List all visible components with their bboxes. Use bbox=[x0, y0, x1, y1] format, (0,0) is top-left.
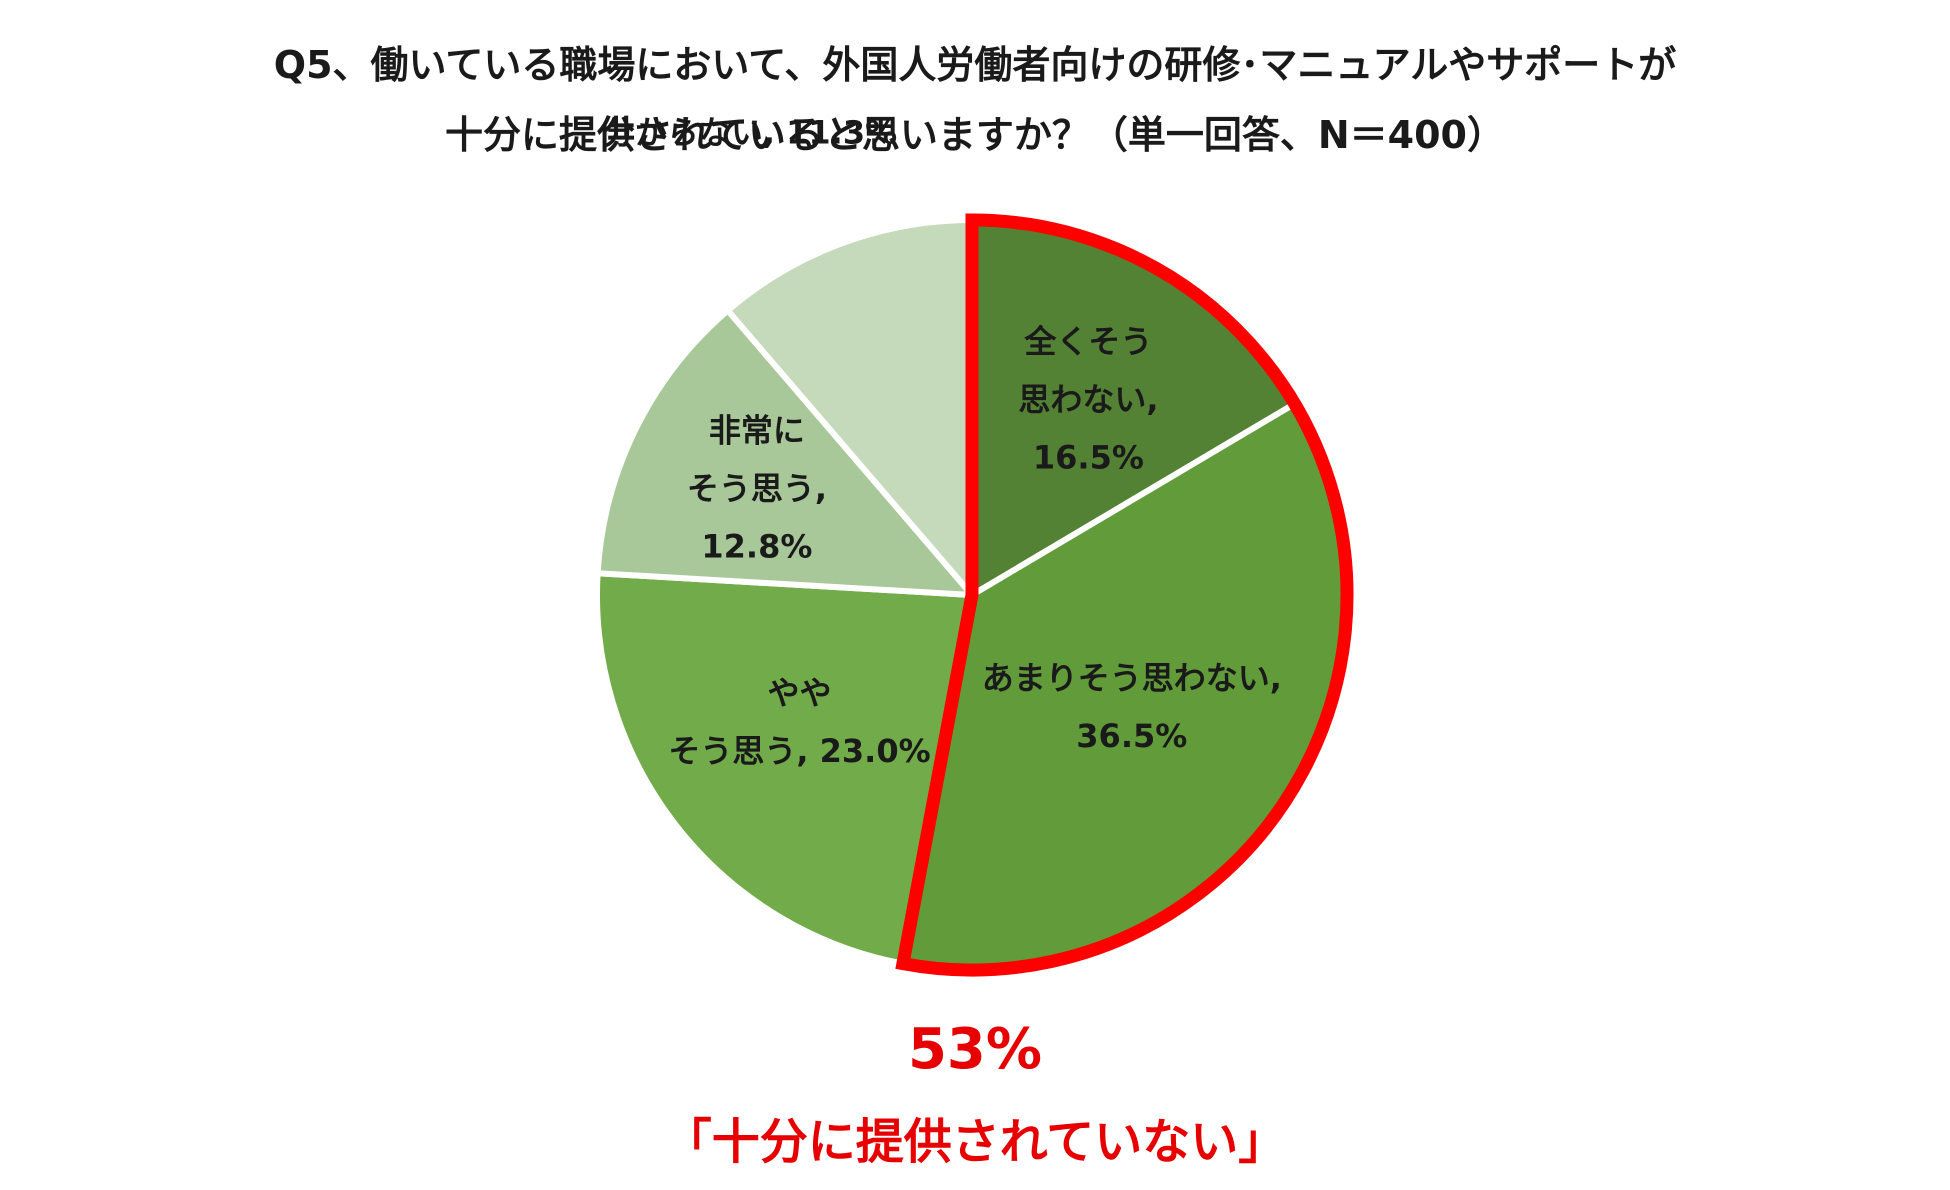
pie-slice-2 bbox=[594, 570, 975, 967]
highlight-caption: 「十分に提供されていない」 bbox=[664, 1114, 1287, 1170]
pie-slice-4 bbox=[724, 217, 975, 598]
slice-label-2-line-1: そう思う, 23.0% bbox=[668, 732, 930, 770]
chart-title: Q5、働いている職場において、外国人労働者向けの研修･マニュアルやサポートが 十… bbox=[274, 43, 1676, 157]
chart-title-line-2: 十分に提供されていると思いますか？（単一回答、N＝400） bbox=[445, 113, 1505, 157]
slice-label-1-line-0: あまりそう思わない, bbox=[982, 659, 1282, 697]
slice-label-3-line-0: 非常に bbox=[709, 412, 805, 450]
slice-label-4: 分からない, 11.3% bbox=[603, 114, 897, 152]
slice-label-0-line-0: 全くそう bbox=[1023, 323, 1152, 361]
slice-label-2-line-0: やや bbox=[767, 674, 831, 712]
highlight-value: 53% bbox=[908, 1017, 1042, 1082]
slice-labels: 全くそう思わない, 16.5% あまりそう思わない, 36.5% ややそう思う, 23.… bbox=[603, 114, 1282, 770]
slice-label-4-line-0: 分からない, 11.3% bbox=[603, 114, 897, 152]
slice-label-1-line-1: 36.5% bbox=[1076, 717, 1187, 755]
slice-label-1: あまりそう思わない, 36.5% bbox=[982, 659, 1282, 755]
slice-label-0-line-1: 思わない, bbox=[1018, 381, 1158, 419]
pie-slices bbox=[594, 217, 1350, 973]
slice-label-3: 非常にそう思う, 12.8% bbox=[687, 412, 827, 566]
slice-label-3-line-2: 12.8% bbox=[701, 528, 812, 566]
slice-label-3-line-1: そう思う, bbox=[687, 470, 827, 508]
highlight-outline-path bbox=[895, 213, 1354, 977]
pie-slice-3 bbox=[594, 307, 975, 598]
chart-title-line-1: Q5、働いている職場において、外国人労働者向けの研修･マニュアルやサポートが bbox=[274, 43, 1676, 87]
slice-label-0-line-2: 16.5% bbox=[1033, 439, 1144, 477]
slice-label-0: 全くそう思わない, 16.5% bbox=[1018, 323, 1158, 477]
highlight-outline bbox=[895, 213, 1354, 977]
highlight-callout: 53% 「十分に提供されていない」 bbox=[664, 1017, 1287, 1170]
slice-label-2: ややそう思う, 23.0% bbox=[668, 674, 930, 770]
